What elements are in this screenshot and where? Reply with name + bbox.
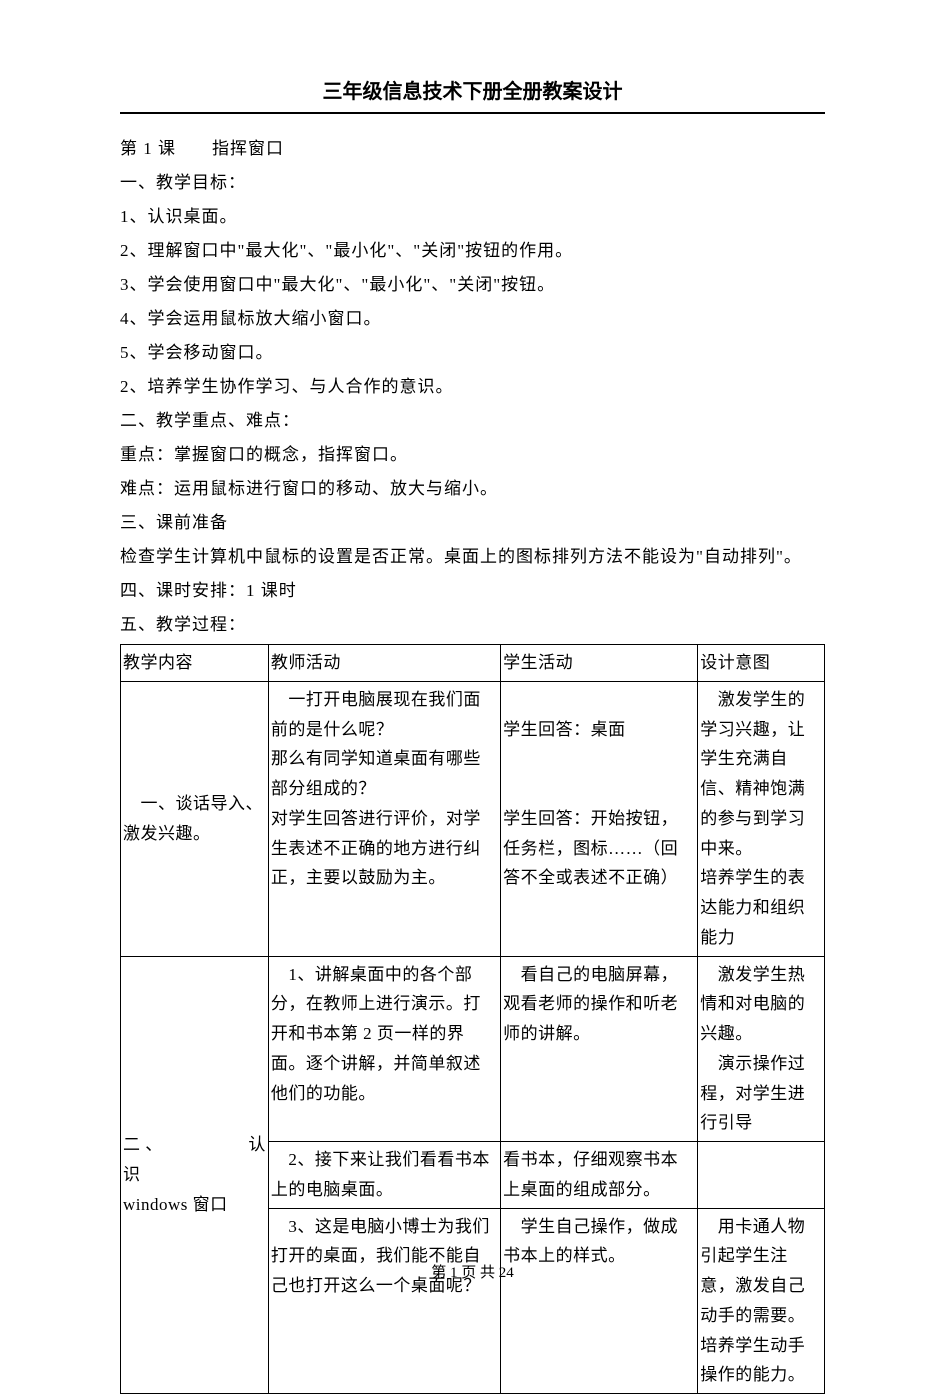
footer-mid: 页 共 xyxy=(458,1265,499,1281)
header-content: 教学内容 xyxy=(121,645,269,682)
intro-section: 第 1 课 指挥窗口 一、教学目标： 1、认识桌面。 2、理解窗口中"最大化"、… xyxy=(120,132,825,642)
table-row: 一、谈话导入、激发兴趣。 一打开电脑展现在我们面前的是什么呢？ 那么有同学知道桌… xyxy=(121,681,825,956)
difficulty: 难点：运用鼠标进行窗口的移动、放大与缩小。 xyxy=(120,472,825,506)
header-teacher: 教师活动 xyxy=(268,645,500,682)
footer-prefix: 第 xyxy=(431,1265,450,1281)
header-student: 学生活动 xyxy=(501,645,698,682)
r1-intent: 激发学生的学习兴趣，让学生充满自信、精神饱满的参与到学习中来。 培养学生的表达能… xyxy=(698,681,825,956)
r2-teacher: 1、讲解桌面中的各个部分，在教师上进行演示。打开和书本第 2 页一样的界面。逐个… xyxy=(268,956,500,1142)
r1-student: 学生回答：桌面 学生回答：开始按钮，任务栏，图标……（回答不全或表述不正确） xyxy=(501,681,698,956)
table-row: 二、 认 识 windows 窗口 1、讲解桌面中的各个部分，在教师上进行演示。… xyxy=(121,956,825,1142)
lesson-header: 第 1 课 指挥窗口 xyxy=(120,132,825,166)
r3-student: 看书本，仔细观察书本上桌面的组成部分。 xyxy=(501,1142,698,1209)
r2-content-line1: 二、 认 xyxy=(123,1130,266,1160)
footer-total: 24 xyxy=(499,1265,514,1281)
table-header-row: 教学内容 教师活动 学生活动 设计意图 xyxy=(121,645,825,682)
r1-teacher: 一打开电脑展现在我们面前的是什么呢？ 那么有同学知道桌面有哪些部分组成的？ 对学… xyxy=(268,681,500,956)
goal-4: 4、学会运用鼠标放大缩小窗口。 xyxy=(120,302,825,336)
header-intent: 设计意图 xyxy=(698,645,825,682)
emphasis: 重点：掌握窗口的概念，指挥窗口。 xyxy=(120,438,825,472)
r4-intent: 用卡通人物引起学生注意，激发自己动手的需要。 培养学生动手操作的能力。 xyxy=(698,1208,825,1394)
r2-intent: 激发学生热情和对电脑的兴趣。 演示操作过程，对学生进行引导 xyxy=(698,956,825,1142)
goal-3: 3、学会使用窗口中"最大化"、"最小化"、"关闭"按钮。 xyxy=(120,268,825,302)
section4-title: 四、课时安排：1 课时 xyxy=(120,574,825,608)
r1-content: 一、谈话导入、激发兴趣。 xyxy=(121,681,269,956)
r3-intent xyxy=(698,1142,825,1209)
r2-content: 二、 认 识 windows 窗口 xyxy=(121,956,269,1394)
goal-5: 5、学会移动窗口。 xyxy=(120,336,825,370)
goal-6: 2、培养学生协作学习、与人合作的意识。 xyxy=(120,370,825,404)
footer-page-number: 1 xyxy=(450,1265,458,1281)
section2-title: 二、教学重点、难点： xyxy=(120,404,825,438)
r4-student: 学生自己操作，做成书本上的样式。 xyxy=(501,1208,698,1394)
goal-1: 1、认识桌面。 xyxy=(120,200,825,234)
section1-title: 一、教学目标： xyxy=(120,166,825,200)
page-footer: 第 1 页 共 24 xyxy=(0,1261,945,1282)
section3-title: 三、课前准备 xyxy=(120,506,825,540)
page-title: 三年级信息技术下册全册教案设计 xyxy=(120,75,825,114)
r4-teacher: 3、这是电脑小博士为我们打开的桌面，我们能不能自己也打开这么一个桌面呢？ xyxy=(268,1208,500,1394)
r3-teacher: 2、接下来让我们看看书本上的电脑桌面。 xyxy=(268,1142,500,1209)
r2-student: 看自己的电脑屏幕，观看老师的操作和听老师的讲解。 xyxy=(501,956,698,1142)
r2-content-line2: 识 xyxy=(123,1160,266,1190)
prep: 检查学生计算机中鼠标的设置是否正常。桌面上的图标排列方法不能设为"自动排列"。 xyxy=(120,540,825,574)
goal-2: 2、理解窗口中"最大化"、"最小化"、"关闭"按钮的作用。 xyxy=(120,234,825,268)
r2-content-line3: windows 窗口 xyxy=(123,1190,266,1220)
section5-title: 五、教学过程： xyxy=(120,608,825,642)
